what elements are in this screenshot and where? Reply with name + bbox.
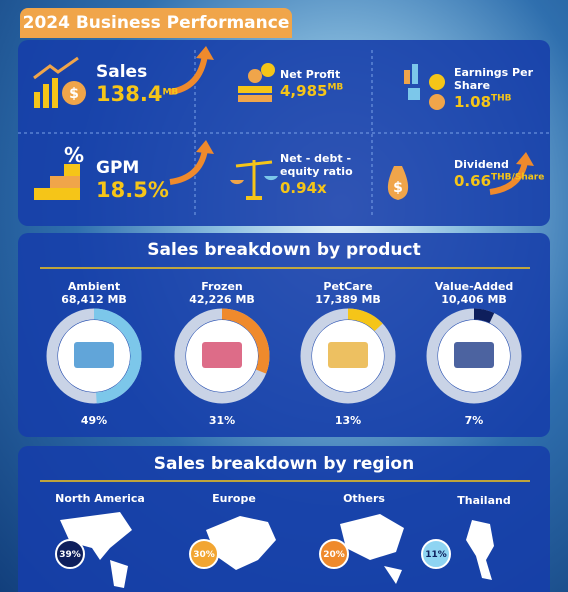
metric-label: Net Profit	[280, 68, 341, 81]
metric: Net Profit 4,985MB	[280, 68, 390, 100]
metric-label: Net - debt - equity ratio	[280, 152, 353, 178]
metric-label: GPM	[96, 158, 140, 178]
metric-unit: MB	[327, 82, 344, 93]
product-name: Frozen	[201, 280, 243, 293]
product-share: 31%	[208, 414, 236, 427]
product-sales: 42,226 MB	[189, 293, 255, 306]
gpm-icon: %	[34, 140, 214, 200]
section-title: Sales breakdown by product	[147, 240, 421, 260]
ring-share	[174, 308, 270, 404]
product-name: Ambient	[67, 280, 121, 293]
product-sales: 68,412 MB	[61, 293, 127, 306]
metric: Earnings Per Share 1.08THB	[454, 66, 546, 111]
region-map	[206, 516, 276, 570]
metric-value: 0.94x	[280, 179, 327, 197]
metric-value: 4,985	[280, 82, 328, 100]
profit-icon	[238, 63, 275, 102]
product-sales: 10,406 MB	[441, 293, 507, 306]
region-name: Europe	[212, 492, 256, 505]
svg-text:$: $	[69, 86, 79, 102]
product-share: 13%	[334, 414, 362, 427]
region-map	[466, 520, 494, 580]
region-name: North America	[55, 492, 145, 505]
region-share: 30%	[193, 550, 215, 560]
metric-label: Dividend	[454, 158, 509, 171]
metric: GPM 18.5%	[96, 158, 206, 202]
region-badge	[319, 539, 349, 569]
ring-share	[426, 308, 522, 404]
metric-unit: THB/Share	[491, 172, 545, 183]
region-share: 20%	[323, 550, 345, 560]
product-pack	[74, 342, 114, 368]
region-share: 39%	[59, 550, 81, 560]
ring-share	[300, 308, 396, 404]
metric-label: Earnings Per Share	[454, 66, 533, 92]
svg-text:%: %	[64, 143, 84, 167]
dividend-icon: $	[387, 152, 534, 200]
product-pack	[202, 342, 242, 368]
metric-label: Sales	[96, 62, 148, 82]
region-share: 11%	[425, 550, 447, 560]
product-sales: 17,389 MB	[315, 293, 381, 306]
metric: Dividend 0.66THB/Share	[454, 158, 546, 190]
region-badge	[189, 539, 219, 569]
metric-value: 0.66	[454, 172, 492, 190]
sales-icon: $	[33, 46, 214, 108]
product-pack	[328, 342, 368, 368]
product-share: 49%	[80, 414, 108, 427]
metric-value: 1.08	[454, 93, 492, 111]
metric-unit: THB	[491, 93, 512, 104]
region-map	[60, 512, 132, 588]
svg-text:$: $	[393, 180, 403, 196]
region-map	[340, 514, 404, 584]
metric: Net - debt - equity ratio 0.94x	[280, 152, 390, 197]
section-title: Sales breakdown by region	[153, 454, 415, 474]
product-name: Value-Added	[434, 280, 514, 293]
metric-unit: MB	[162, 87, 179, 98]
metric-value: 18.5%	[96, 178, 169, 202]
product-name: PetCare	[323, 280, 373, 293]
metric-value: 138.4	[96, 82, 163, 106]
header-tab: 2024 Business Performance	[20, 8, 292, 38]
product-pack	[454, 342, 494, 368]
region-badge	[421, 539, 451, 569]
region-badge	[55, 539, 85, 569]
eps-icon	[404, 64, 445, 110]
region-name: Others	[343, 492, 385, 505]
product-share: 7%	[464, 414, 484, 427]
region-name: Thailand	[457, 494, 511, 507]
ring-share	[46, 308, 142, 404]
metric: Sales 138.4MB	[96, 62, 206, 106]
ratio-icon	[230, 160, 278, 200]
